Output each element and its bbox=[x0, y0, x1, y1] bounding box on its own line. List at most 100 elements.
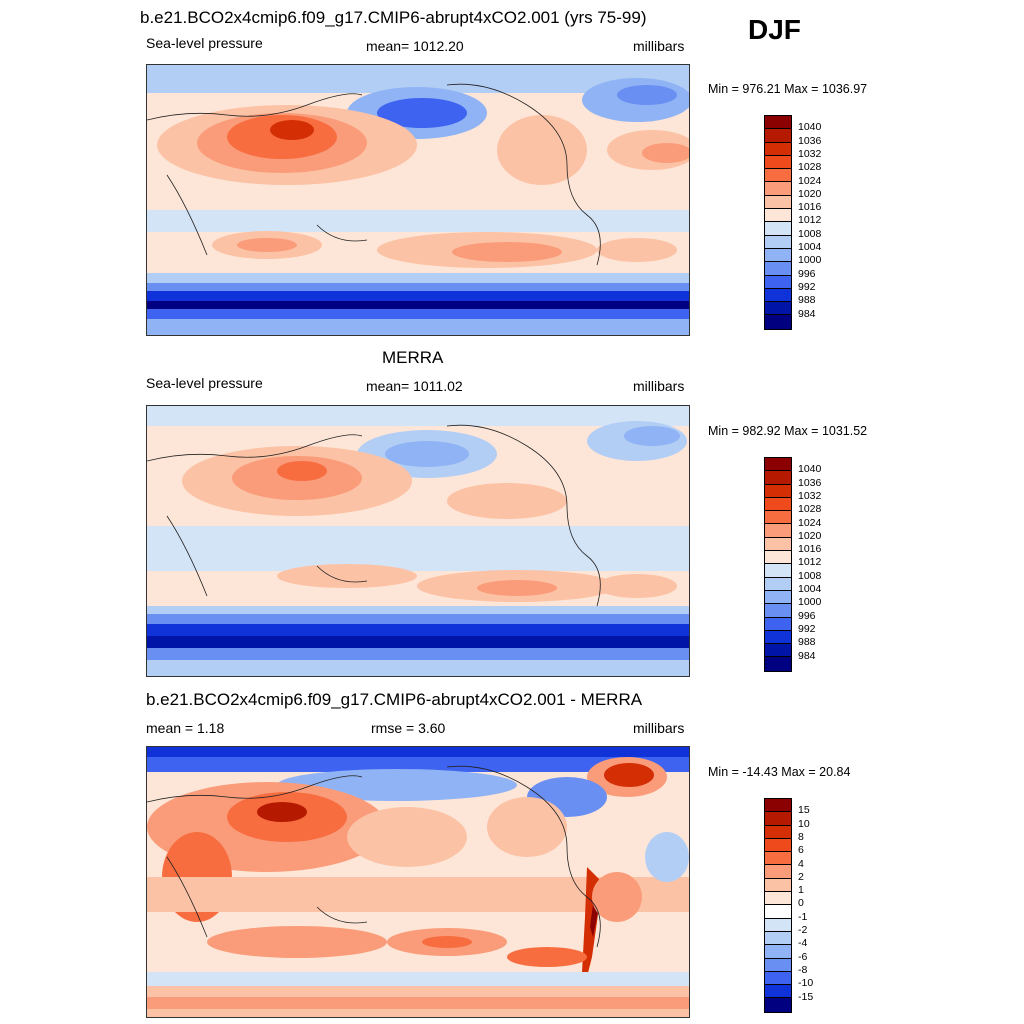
colorbar-label: 1036 bbox=[798, 476, 822, 489]
colorbar-swatch bbox=[765, 275, 791, 289]
colorbar-label: 2 bbox=[798, 870, 804, 883]
colorbar-swatch bbox=[765, 644, 791, 658]
colorbar-label: 1 bbox=[798, 884, 804, 897]
colorbar-swatch bbox=[765, 590, 791, 605]
colorbar-swatch bbox=[765, 564, 791, 578]
panel-1-colorbar bbox=[764, 115, 792, 330]
colorbar-label: -8 bbox=[798, 963, 808, 976]
panel-1-units-label: millibars bbox=[633, 38, 685, 54]
colorbar-label: -15 bbox=[798, 990, 814, 1003]
colorbar-label: 10 bbox=[798, 817, 810, 830]
colorbar-swatch bbox=[765, 852, 791, 866]
panel-2-map-svg bbox=[147, 406, 689, 676]
colorbar-swatch bbox=[765, 222, 791, 236]
colorbar-label: 1024 bbox=[798, 174, 822, 187]
panel-3-mean-label: mean = 1.18 bbox=[146, 720, 225, 736]
colorbar-swatch bbox=[765, 524, 791, 538]
colorbar-label: 1008 bbox=[798, 227, 822, 240]
colorbar-label: 1032 bbox=[798, 489, 822, 502]
colorbar-swatch bbox=[765, 262, 791, 276]
colorbar-swatch bbox=[765, 865, 791, 879]
colorbar-label: 1012 bbox=[798, 214, 822, 227]
colorbar-swatch bbox=[765, 484, 791, 498]
colorbar-swatch bbox=[765, 235, 791, 249]
colorbar-swatch bbox=[765, 458, 791, 472]
colorbar-label: 1020 bbox=[798, 187, 822, 200]
panel-3-map bbox=[146, 746, 690, 1018]
colorbar-label: 8 bbox=[798, 830, 804, 843]
colorbar-swatch bbox=[765, 537, 791, 552]
colorbar-label: 1004 bbox=[798, 583, 822, 595]
colorbar-label: 1020 bbox=[798, 529, 822, 542]
colorbar-label: 1012 bbox=[798, 556, 822, 569]
panel-3-units-label: millibars bbox=[633, 720, 685, 736]
colorbar-label: 996 bbox=[798, 609, 816, 622]
panel-2-left-label: Sea-level pressure bbox=[146, 375, 263, 391]
colorbar-label: 15 bbox=[798, 804, 810, 817]
colorbar-swatch bbox=[765, 116, 791, 130]
colorbar-swatch bbox=[765, 129, 791, 143]
panel-2-colorbar bbox=[764, 457, 792, 672]
colorbar-swatch bbox=[765, 998, 791, 1012]
colorbar-label: 1032 bbox=[798, 147, 822, 160]
panel-2-units-label: millibars bbox=[633, 378, 685, 394]
colorbar-swatch bbox=[765, 945, 791, 959]
colorbar-swatch bbox=[765, 142, 791, 156]
colorbar-label: -4 bbox=[798, 937, 808, 950]
colorbar-label: 1024 bbox=[798, 516, 822, 529]
colorbar-swatch bbox=[765, 825, 791, 839]
colorbar-label: -6 bbox=[798, 950, 808, 963]
panel-1-left-label: Sea-level pressure bbox=[146, 35, 263, 51]
colorbar-label: 6 bbox=[798, 844, 804, 857]
colorbar-label: 1028 bbox=[798, 161, 822, 174]
panel-1-map bbox=[146, 64, 690, 336]
colorbar-label: 1040 bbox=[798, 463, 822, 476]
colorbar-swatch bbox=[765, 931, 791, 946]
colorbar-swatch bbox=[765, 155, 791, 170]
colorbar-swatch bbox=[765, 288, 791, 303]
panel-3-rmse-label: rmse = 3.60 bbox=[371, 720, 446, 736]
panel-2-minmax: Min = 982.92 Max = 1031.52 bbox=[708, 424, 868, 438]
panel-1-map-svg bbox=[147, 65, 689, 335]
colorbar-swatch bbox=[765, 315, 791, 329]
colorbar-label: 1000 bbox=[798, 254, 822, 267]
colorbar-label: 992 bbox=[798, 622, 816, 635]
colorbar-label: 1028 bbox=[798, 503, 822, 516]
colorbar-swatch bbox=[765, 617, 791, 631]
colorbar-label: 1040 bbox=[798, 121, 822, 134]
colorbar-label: 4 bbox=[798, 857, 804, 870]
colorbar-swatch bbox=[765, 971, 791, 986]
colorbar-label: -10 bbox=[798, 977, 814, 990]
colorbar-label: 988 bbox=[798, 636, 816, 649]
colorbar-label: 996 bbox=[798, 267, 816, 280]
colorbar-swatch bbox=[765, 892, 791, 906]
colorbar-swatch bbox=[765, 577, 791, 591]
colorbar-label: 984 bbox=[798, 649, 816, 662]
colorbar-label: -2 bbox=[798, 924, 808, 936]
colorbar-swatch bbox=[765, 182, 791, 196]
colorbar-label: 1008 bbox=[798, 569, 822, 582]
colorbar-swatch bbox=[765, 878, 791, 893]
colorbar-label: -1 bbox=[798, 910, 808, 923]
panel-2-map bbox=[146, 405, 690, 677]
panel-3-title: b.e21.BCO2x4cmip6.f09_g17.CMIP6-abrupt4x… bbox=[146, 690, 643, 709]
colorbar-swatch bbox=[765, 799, 791, 813]
colorbar-swatch bbox=[765, 985, 791, 999]
colorbar-label: 0 bbox=[798, 897, 804, 910]
colorbar-swatch bbox=[765, 209, 791, 223]
panel-1-mean-label: mean= 1012.20 bbox=[366, 38, 464, 54]
colorbar-swatch bbox=[765, 497, 791, 512]
colorbar-swatch bbox=[765, 248, 791, 263]
colorbar-swatch bbox=[765, 958, 791, 972]
colorbar-swatch bbox=[765, 630, 791, 645]
colorbar-label: 992 bbox=[798, 280, 816, 293]
colorbar-swatch bbox=[765, 551, 791, 565]
colorbar-label: 1016 bbox=[798, 201, 822, 214]
colorbar-swatch bbox=[765, 905, 791, 919]
colorbar-swatch bbox=[765, 302, 791, 316]
colorbar-label: 988 bbox=[798, 294, 816, 307]
colorbar-swatch bbox=[765, 918, 791, 932]
colorbar-label: 984 bbox=[798, 307, 816, 320]
colorbar-swatch bbox=[765, 657, 791, 671]
panel-3-map-svg bbox=[147, 747, 689, 1017]
